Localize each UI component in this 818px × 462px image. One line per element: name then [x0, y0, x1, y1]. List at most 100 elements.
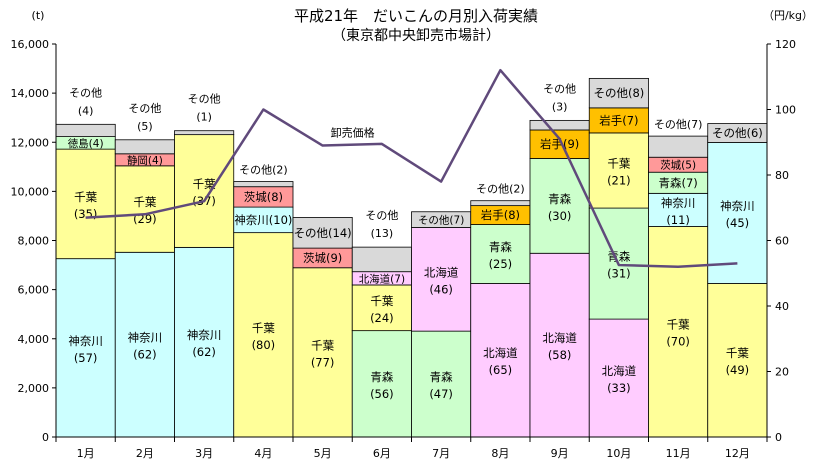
segment-share: (46) — [429, 282, 453, 296]
bar-segment — [174, 130, 235, 136]
segment-label: その他(6) — [712, 126, 763, 140]
segment-label: 茨城(5) — [660, 159, 696, 172]
bar-stack: 千葉 (49) 神奈川 (45) その他(6) — [707, 123, 768, 438]
segment-share: (24) — [370, 311, 394, 325]
bar-segment — [55, 123, 116, 138]
bar-stack: 千葉 (77) 茨城(9) その他(14) — [292, 217, 353, 438]
price-line-layer: 卸売価格 — [85, 68, 738, 268]
segment-share: (80) — [252, 338, 276, 352]
bar-stack: 北海道 (33) 青森 (31) 千葉 (21) 岩手(7) その他(8) — [588, 77, 649, 438]
x-tick-label: 11月 — [666, 447, 691, 460]
price-line — [85, 68, 738, 268]
bar-stack: 北海道 (65) 青森 (25) 岩手(8) その他(2) — [470, 183, 531, 438]
bar-stack: 千葉 (80) 神奈川(10) 茨城(8) その他(2) — [233, 164, 294, 438]
other-share: (5) — [137, 120, 153, 133]
segment-label: 青森 — [548, 192, 571, 206]
segment-label: 神奈川 — [128, 331, 163, 345]
bar-segment — [233, 232, 294, 438]
x-tick-label: 8月 — [491, 447, 509, 460]
segment-label: その他(8) — [593, 86, 644, 100]
segment-share: (62) — [133, 348, 157, 362]
bar-stack: 青森 (47) 北海道 (46) その他(7) — [411, 211, 472, 438]
chart-subtitle: （東京都中央卸売市場計） — [332, 27, 500, 44]
bar-segment — [351, 246, 412, 273]
bar-segment — [648, 226, 709, 438]
right-tick-label: 120 — [775, 38, 796, 51]
bar-stack: 千葉 (70) 神奈川 (11) 青森(7) 茨城(5) その他(7) — [648, 118, 709, 438]
segment-label: 神奈川 — [661, 196, 696, 210]
segment-label: 青森 — [430, 370, 453, 384]
other-label: その他(2) — [476, 183, 525, 196]
segment-share: (30) — [548, 209, 572, 223]
bar-segment — [55, 148, 116, 260]
left-axis-unit: (t) — [32, 9, 45, 22]
segment-label: 千葉 — [607, 156, 630, 170]
segment-label: 岩手(7) — [599, 113, 638, 127]
left-tick-label: 16,000 — [11, 38, 50, 51]
bar-segment — [114, 251, 175, 438]
left-tick-label: 2,000 — [18, 382, 50, 395]
left-tick-label: 6,000 — [18, 284, 50, 297]
bar-segment — [648, 135, 709, 158]
segment-label: 北海道(7) — [359, 272, 405, 285]
right-tick-label: 20 — [775, 366, 789, 379]
segment-label: 茨城(9) — [303, 251, 342, 265]
segment-label: 千葉 — [667, 318, 690, 332]
price-line-label: 卸売価格 — [331, 126, 375, 140]
segment-share: (11) — [666, 213, 690, 227]
segment-label: 北海道 — [483, 346, 518, 360]
bar-stack: 神奈川(62)千葉(29)静岡(4)その他(5) — [114, 102, 175, 438]
segment-share: (77) — [311, 355, 335, 369]
other-share: (1) — [196, 111, 212, 124]
left-tick-label: 14,000 — [11, 87, 50, 100]
segment-share: (57) — [74, 351, 98, 365]
x-tick-label: 7月 — [432, 447, 450, 460]
segment-share: (58) — [548, 348, 572, 362]
segment-label: 千葉 — [311, 338, 334, 352]
bar-segment — [470, 200, 531, 207]
left-tick-label: 12,000 — [11, 136, 50, 149]
segment-label: 青森 — [489, 240, 512, 254]
segment-label: 神奈川 — [68, 334, 103, 348]
segment-label: その他(14) — [294, 226, 352, 240]
segment-share: (35) — [74, 207, 98, 221]
bar-segment — [588, 318, 649, 438]
segment-share: (25) — [489, 257, 513, 271]
segment-share: (33) — [607, 381, 631, 395]
segment-label: 青森 — [370, 370, 393, 384]
other-share: (13) — [371, 227, 394, 240]
bar-segment — [55, 258, 116, 438]
other-share: (3) — [552, 100, 568, 113]
segment-share: (31) — [607, 267, 631, 281]
bar-segment — [648, 192, 709, 227]
left-tick-label: 8,000 — [18, 235, 50, 248]
x-tick-label: 5月 — [314, 447, 332, 460]
segment-label: 千葉 — [133, 195, 156, 209]
bar-stack: 青森 (56) 千葉 (24) 北海道(7) その他 (13) — [351, 209, 412, 438]
other-label: その他 — [365, 209, 398, 222]
bar-segment — [529, 252, 590, 438]
other-label: その他 — [188, 93, 221, 106]
chart-title: 平成21年 だいこんの月別入荷実績 — [294, 7, 538, 25]
bar-stack: 北海道 (58) 青森 (30) 岩手(9) その他 (3) — [529, 82, 590, 438]
left-tick-label: 4,000 — [18, 333, 50, 346]
bar-segment — [351, 330, 412, 438]
right-tick-label: 60 — [775, 235, 789, 248]
right-axis-unit: （円/kg） — [763, 9, 813, 22]
segment-label: 千葉 — [252, 321, 275, 335]
x-tick-label: 10月 — [606, 447, 631, 460]
x-tick-label: 9月 — [551, 447, 569, 460]
bars: 神奈川(57)千葉(35)徳島(4)その他(4)神奈川(62)千葉(29)静岡(… — [55, 77, 768, 438]
segment-label: 北海道 — [424, 265, 459, 279]
segment-label: その他(7) — [418, 214, 464, 227]
x-tick-label: 3月 — [195, 447, 213, 460]
bar-segment — [292, 217, 353, 249]
segment-label: 岩手(9) — [540, 137, 579, 151]
segment-label: 北海道 — [542, 331, 577, 345]
x-tick-label: 12月 — [725, 447, 750, 460]
left-axis-ticks: 0 2,000 4,000 6,000 8,000 10,000 12,000 14,000 1… — [11, 38, 56, 444]
segment-label: 神奈川(10) — [234, 213, 292, 227]
x-tick-label: 2月 — [136, 447, 154, 460]
segment-label: 千葉 — [726, 346, 749, 360]
